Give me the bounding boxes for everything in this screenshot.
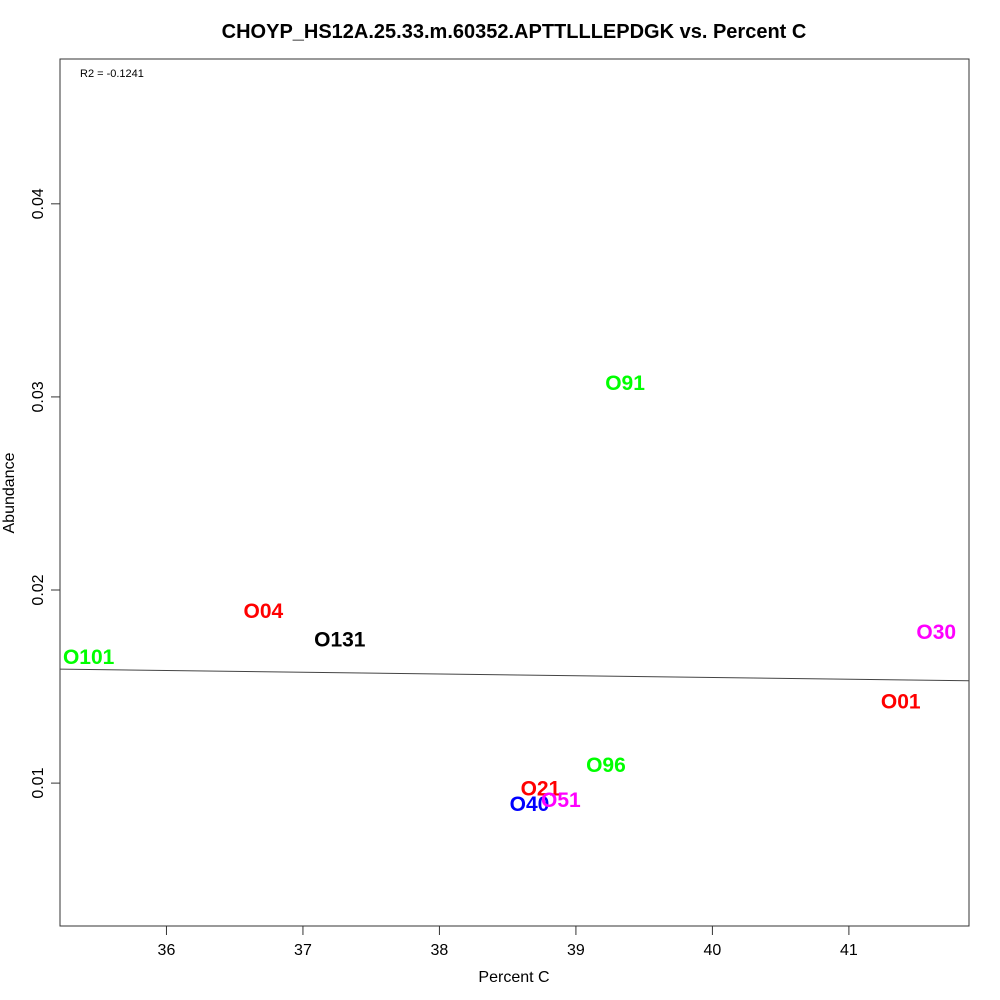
chart-title: CHOYP_HS12A.25.33.m.60352.APTTLLLEPDGK v… (222, 21, 807, 43)
point-label: O40 (510, 793, 550, 816)
x-tick-label: 39 (567, 942, 585, 959)
point-label: O04 (244, 600, 284, 623)
point-label: O91 (605, 372, 645, 395)
y-tick-label: 0.04 (30, 188, 47, 219)
x-axis-label: Percent C (478, 969, 549, 986)
y-tick-label: 0.01 (30, 767, 47, 798)
x-tick-label: 40 (704, 942, 722, 959)
y-axis: 0.01 0.02 0.03 0.04 (30, 188, 61, 799)
y-tick-label: 0.02 (30, 574, 47, 605)
point-label: O131 (314, 629, 366, 652)
x-axis: 36 37 38 39 40 41 (158, 925, 858, 959)
point-label: O21 (521, 777, 561, 800)
y-axis-label: Abundance (1, 452, 18, 533)
point-label: O101 (63, 646, 115, 669)
point-label: O30 (916, 621, 956, 644)
point-label: O96 (586, 754, 626, 777)
y-tick-label: 0.03 (30, 381, 47, 412)
point-label: O01 (881, 691, 921, 714)
regression-line (59, 668, 970, 682)
r2-annotation: R2 = -0.1241 (80, 68, 144, 80)
point-label: O51 (541, 789, 581, 812)
x-tick-label: 37 (294, 942, 312, 959)
x-tick-label: 36 (158, 942, 176, 959)
x-tick-label: 41 (840, 942, 858, 959)
x-tick-label: 38 (431, 942, 449, 959)
